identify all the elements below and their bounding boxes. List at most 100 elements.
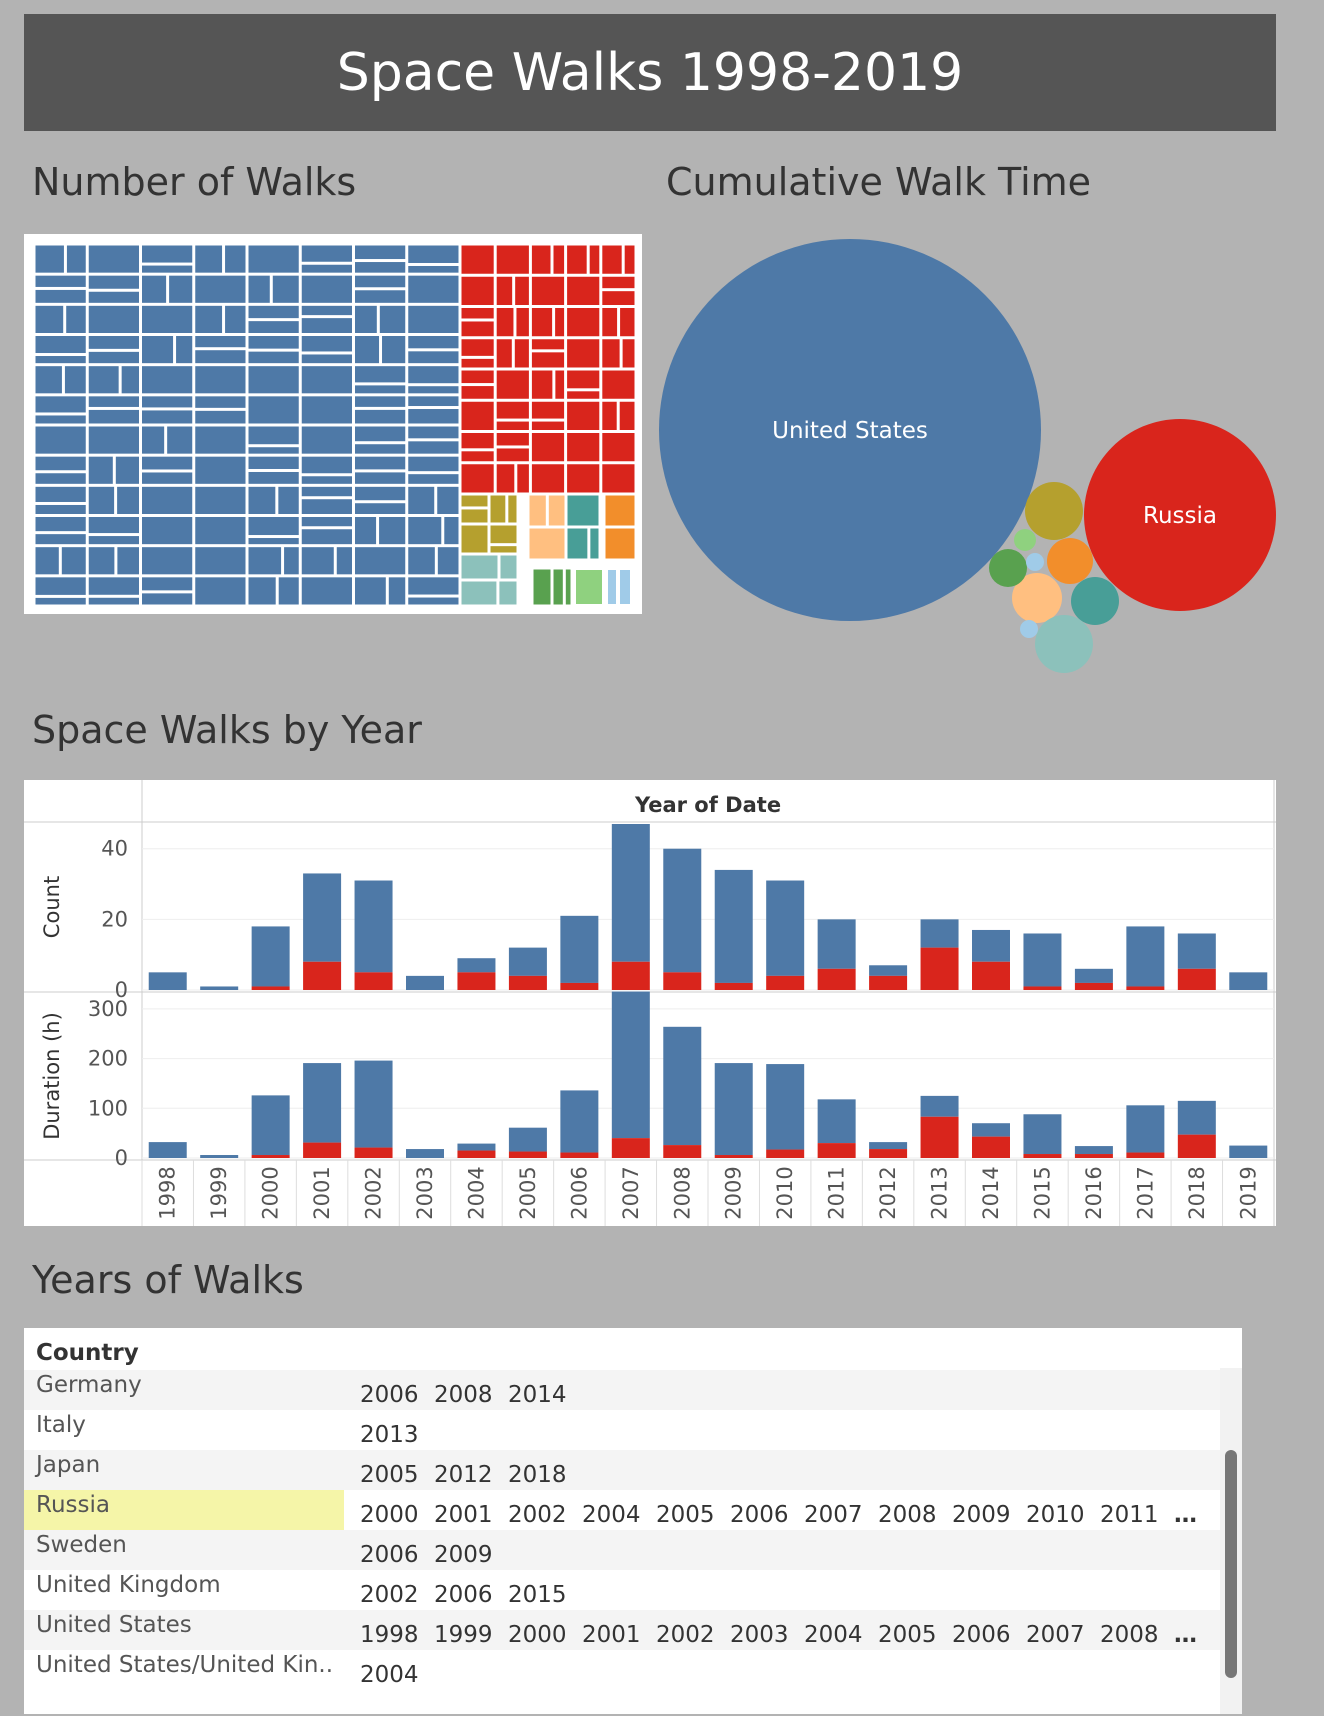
treemap-walk[interactable] — [529, 495, 546, 526]
treemap-walk[interactable] — [248, 336, 299, 349]
treemap-walk[interactable] — [115, 456, 139, 484]
treemap-walk[interactable] — [248, 486, 276, 514]
treemap-walk[interactable] — [499, 581, 517, 605]
treemap-walk[interactable] — [88, 275, 139, 289]
treemap-walk[interactable] — [567, 308, 600, 337]
bubble-russia[interactable] — [1084, 419, 1276, 611]
duration-bar-russia-2010[interactable] — [766, 1149, 805, 1158]
treemap-walk[interactable] — [355, 547, 406, 575]
treemap-walk[interactable] — [602, 245, 622, 274]
treemap-walk[interactable] — [355, 426, 406, 442]
treemap-walk[interactable] — [576, 570, 602, 604]
treemap-walk[interactable] — [88, 245, 139, 273]
count-bar-russia-2005[interactable] — [508, 975, 547, 990]
treemap-walk[interactable] — [619, 401, 635, 430]
treemap-walk[interactable] — [408, 366, 459, 384]
duration-bar-russia-2001[interactable] — [303, 1142, 342, 1158]
treemap-walk[interactable] — [142, 517, 193, 545]
count-bar-us-2008[interactable] — [663, 848, 702, 973]
treemap-walk[interactable] — [248, 366, 299, 394]
treemap-walk[interactable] — [461, 401, 494, 430]
bubble-lightgreen[interactable] — [1014, 529, 1036, 551]
treemap-walk[interactable] — [461, 308, 494, 319]
treemap-walk[interactable] — [88, 366, 119, 394]
treemap-walk[interactable] — [408, 351, 459, 364]
treemap-walk[interactable] — [355, 444, 406, 454]
treemap-walk[interactable] — [301, 426, 352, 454]
duration-bar-us-2005[interactable] — [508, 1127, 547, 1152]
treemap-walk[interactable] — [605, 495, 635, 526]
treemap-walk[interactable] — [248, 447, 299, 454]
treemap-walk[interactable] — [461, 451, 494, 462]
treemap-walk[interactable] — [602, 401, 617, 430]
treemap-walk[interactable] — [248, 456, 299, 469]
treemap-walk[interactable] — [379, 305, 406, 333]
treemap-walk[interactable] — [620, 570, 630, 604]
treemap-walk[interactable] — [301, 318, 352, 333]
treemap-walk[interactable] — [408, 409, 459, 424]
treemap-walk[interactable] — [531, 352, 565, 368]
count-bar-russia-2014[interactable] — [972, 961, 1010, 990]
treemap-walk[interactable] — [35, 415, 86, 424]
treemap-walk[interactable] — [301, 264, 352, 273]
count-bar-us-2010[interactable] — [766, 880, 805, 976]
treemap-walk[interactable] — [602, 464, 635, 493]
treemap-walk[interactable] — [590, 528, 599, 559]
treemap-walk[interactable] — [490, 546, 517, 553]
duration-bar-us-2002[interactable] — [354, 1060, 393, 1148]
treemap-walk[interactable] — [142, 426, 165, 454]
treemap-walk[interactable] — [408, 245, 459, 263]
count-bar-us-2016[interactable] — [1074, 968, 1113, 983]
treemap-walk[interactable] — [301, 529, 352, 545]
treemap-walk[interactable] — [142, 265, 193, 273]
treemap-walk[interactable] — [508, 495, 517, 523]
treemap-walk[interactable] — [531, 464, 565, 493]
duration-bar-russia-2009[interactable] — [714, 1155, 753, 1158]
treemap-walk[interactable] — [490, 495, 506, 523]
treemap-walk[interactable] — [35, 504, 86, 514]
treemap-walk[interactable] — [35, 289, 86, 303]
treemap-walk[interactable] — [336, 547, 352, 575]
treemap-walk[interactable] — [355, 409, 406, 424]
duration-bar-us-2013[interactable] — [920, 1095, 959, 1117]
treemap-chart[interactable] — [24, 234, 642, 614]
duration-bar-us-2010[interactable] — [766, 1064, 805, 1150]
treemap-walk[interactable] — [248, 426, 299, 445]
treemap-walk[interactable] — [248, 577, 276, 605]
count-bar-us-2011[interactable] — [817, 919, 856, 969]
treemap-walk[interactable] — [301, 336, 352, 352]
duration-bar-us-2004[interactable] — [457, 1143, 496, 1151]
count-bar-us-2019[interactable] — [1229, 972, 1268, 990]
treemap-walk[interactable] — [142, 366, 193, 394]
treemap-walk[interactable] — [301, 517, 352, 527]
treemap-walk[interactable] — [195, 426, 246, 454]
treemap-walk[interactable] — [355, 336, 380, 364]
treemap-walk[interactable] — [567, 391, 600, 399]
treemap-walk[interactable] — [142, 547, 193, 575]
treemap-walk[interactable] — [35, 336, 86, 354]
treemap-walk[interactable] — [355, 305, 377, 333]
treemap-walk[interactable] — [35, 456, 86, 471]
treemap-walk[interactable] — [567, 433, 600, 462]
treemap-walk[interactable] — [248, 538, 299, 545]
treemap-walk[interactable] — [248, 517, 299, 536]
treemap-walk[interactable] — [355, 262, 406, 273]
treemap-walk[interactable] — [301, 275, 352, 303]
treemap-walk[interactable] — [35, 245, 64, 273]
treemap-walk[interactable] — [278, 486, 299, 514]
treemap-walk[interactable] — [169, 275, 193, 303]
treemap-walk[interactable] — [602, 370, 635, 399]
treemap-walk[interactable] — [355, 245, 406, 260]
table-more-indicator[interactable]: … — [1174, 1622, 1197, 1648]
treemap-walk[interactable] — [142, 456, 193, 470]
treemap-walk[interactable] — [195, 245, 223, 273]
treemap-walk[interactable] — [531, 308, 553, 337]
treemap-walk[interactable] — [142, 336, 174, 364]
count-bar-us-2018[interactable] — [1177, 933, 1216, 969]
treemap-walk[interactable] — [355, 517, 377, 545]
count-bar-russia-2018[interactable] — [1177, 968, 1216, 990]
table-row[interactable]: United States 1998 1999 2000 2001 2002 2003 200… — [24, 1610, 1242, 1650]
bubble-olive[interactable] — [1025, 482, 1083, 540]
treemap-walk[interactable] — [444, 517, 459, 545]
count-bar-russia-2013[interactable] — [920, 947, 959, 990]
